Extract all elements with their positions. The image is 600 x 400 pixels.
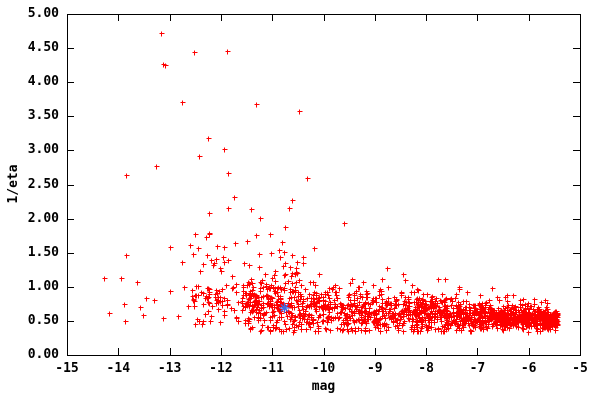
y-tick-label: 1.00 bbox=[27, 278, 59, 294]
x-tick-label: -13 bbox=[157, 361, 182, 376]
x-tick-label: -10 bbox=[311, 361, 336, 376]
y-tick-label: 4.00 bbox=[27, 74, 59, 90]
x-tick-label: -5 bbox=[572, 361, 588, 376]
y-tick-label: 0.00 bbox=[27, 347, 59, 362]
y-tick-label: 3.50 bbox=[27, 108, 59, 124]
x-tick-label: -12 bbox=[209, 361, 233, 376]
red-scatter-points bbox=[102, 31, 561, 336]
x-tick-label: -7 bbox=[469, 361, 486, 376]
x-axis-title: mag bbox=[311, 379, 336, 394]
x-tick-label: -8 bbox=[418, 361, 434, 376]
y-tick-label: 5.00 bbox=[27, 6, 59, 21]
y-tick-label: 2.50 bbox=[27, 176, 59, 192]
x-tick-label: -9 bbox=[366, 361, 383, 376]
axis-ticks bbox=[67, 14, 581, 356]
y-tick-label: 0.50 bbox=[27, 312, 59, 328]
x-tick-label: -14 bbox=[106, 361, 131, 376]
x-tick-label: -6 bbox=[520, 361, 537, 376]
y-tick-label: 4.50 bbox=[27, 40, 59, 56]
y-tick-label: 1.50 bbox=[27, 244, 59, 260]
y-tick-label: 3.00 bbox=[27, 142, 59, 158]
x-tick-label: -15 bbox=[55, 361, 79, 376]
highlight-star-marker bbox=[279, 302, 290, 313]
y-tick-label: 2.00 bbox=[27, 210, 59, 226]
x-tick-label: -11 bbox=[260, 361, 284, 376]
